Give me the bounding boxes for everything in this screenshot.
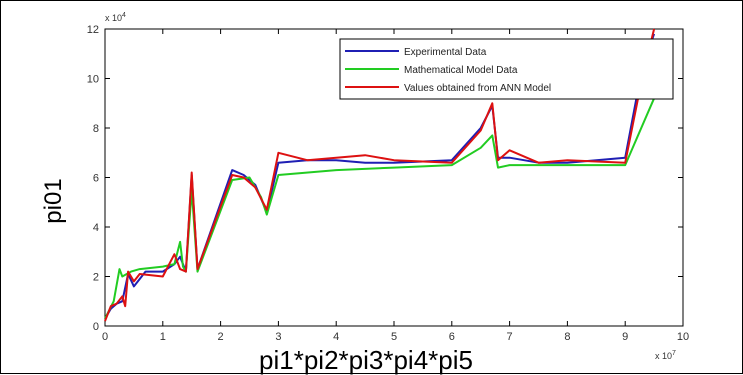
legend: Experimental Data Mathematical Model Dat… (339, 38, 674, 100)
legend-label-mathematical: Mathematical Model Data (404, 65, 518, 76)
legend-label-experimental: Experimental Data (404, 47, 487, 58)
x-tick-label: 10 (677, 331, 689, 343)
x-tick-label: 6 (449, 331, 455, 343)
x-axis-label: pi1*pi2*pi3*pi4*pi5 (259, 345, 473, 375)
x-tick-label: 0 (102, 331, 108, 343)
y-tick-label: 10 (87, 74, 99, 86)
x-tick-label: 7 (507, 331, 513, 343)
x-tick-label: 3 (275, 331, 281, 343)
y-exponent-label: x 104 (105, 12, 126, 23)
series-layer (104, 28, 656, 322)
y-tick-label: 6 (93, 173, 99, 185)
y-tick-label: 2 (93, 272, 99, 284)
x-tick-label: 2 (218, 331, 224, 343)
y-tick-label: 12 (87, 24, 99, 36)
y-tick-label: 4 (93, 222, 99, 234)
y-axis-label: pi01 (40, 178, 67, 223)
x-exponent-label: x 107 (655, 350, 676, 361)
x-tick-label: 9 (622, 331, 628, 343)
legend-label-ann: Values obtained from ANN Model (404, 83, 551, 94)
x-tick-label: 1 (160, 331, 166, 343)
y-axis: 0 2 4 6 8 10 12 (87, 24, 683, 333)
x-tick-label: 5 (391, 331, 397, 343)
y-tick-label: 0 (93, 321, 99, 333)
x-tick-label: 4 (333, 331, 339, 343)
y-tick-label: 8 (93, 123, 99, 135)
series-line-ann (104, 28, 656, 322)
x-axis: 0 1 2 3 4 5 6 7 8 9 10 (102, 29, 689, 343)
x-tick-label: 8 (564, 331, 570, 343)
series-line-mathematical (104, 97, 656, 320)
